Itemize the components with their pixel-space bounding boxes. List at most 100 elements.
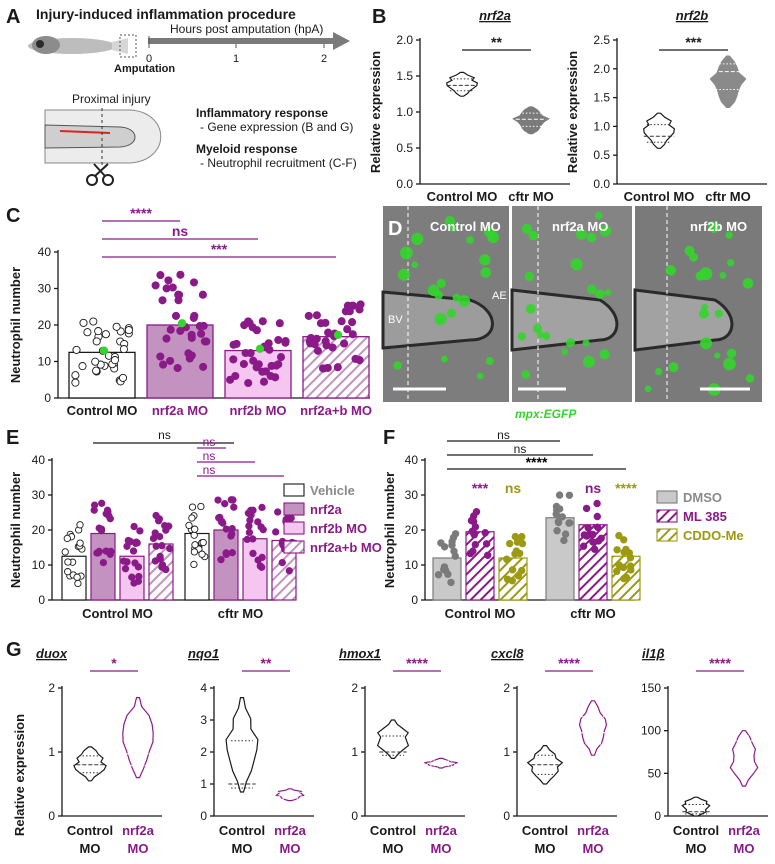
legend-label: nrf2b MO (310, 521, 367, 536)
neutrophil-spot (714, 352, 721, 359)
data-point (434, 571, 443, 579)
data-point (247, 506, 255, 515)
category-label: MO (232, 841, 253, 856)
data-point (118, 373, 128, 382)
neutrophil-spot (476, 372, 484, 380)
category-label: MO (280, 841, 301, 856)
chart-title: nrf2a (479, 8, 511, 23)
data-point (151, 557, 160, 565)
comparison-label: **** (526, 454, 548, 470)
data-point (152, 511, 160, 520)
group-label: cftr MO (570, 606, 616, 621)
y-tick-label: 10 (32, 558, 46, 572)
category-label: MO (431, 841, 452, 856)
hmox1-expression-chart: 0 1 2 hmox1 Control MO nrf2a MO **** (339, 646, 465, 856)
y-tick-label: 2.0 (593, 62, 610, 76)
violin-shape (643, 112, 675, 149)
legend-swatch (656, 509, 678, 523)
data-point (593, 512, 601, 521)
data-point (613, 546, 621, 554)
data-point (356, 300, 365, 309)
category-label: MO (535, 841, 556, 856)
ae-label: AE (492, 290, 507, 302)
category-label: cftr MO (705, 189, 751, 204)
time-tick-label-2: 2 (321, 53, 327, 65)
data-point (156, 352, 165, 361)
data-point (482, 540, 491, 548)
y-tick-label: 50 (648, 766, 662, 780)
category-label: nrf2a+b MO (300, 403, 372, 418)
y-tick-label: 0 (654, 809, 661, 823)
significance-label: ns (585, 480, 602, 496)
data-point (165, 522, 173, 530)
micrograph-label-control: Control MO (430, 219, 501, 234)
data-point (189, 278, 199, 287)
category-label: nrf2a (425, 823, 458, 838)
data-point (469, 517, 478, 526)
neutrophil-spot (708, 221, 720, 233)
data-point (513, 538, 522, 546)
data-point (451, 552, 459, 560)
data-point (73, 573, 81, 581)
panel-g: G Relative expression 0 1 2 duox Control MO nr… (6, 639, 768, 856)
comparison-label: ns (158, 428, 171, 442)
chart-title: nrf2b (676, 8, 709, 23)
representative-point (255, 344, 265, 353)
data-point (622, 545, 630, 554)
y-tick-label: 1.0 (593, 119, 610, 133)
cxcl8-expression-chart: 0 1 2 cxcl8 Control MO nrf2a MO **** (491, 646, 617, 856)
comparison-label: ns (497, 428, 510, 442)
comparison-label: **** (130, 205, 152, 221)
data-point (239, 359, 248, 369)
y-axis-label: Relative expression (565, 51, 580, 173)
data-point (285, 567, 293, 575)
data-point (64, 558, 72, 566)
data-point (582, 504, 591, 513)
neutrophil-spot (521, 223, 533, 234)
neutrophil-spot (483, 226, 495, 237)
violin-shape (376, 719, 410, 759)
representative-point (99, 346, 109, 355)
data-point (258, 317, 267, 326)
y-tick-label: 20 (32, 523, 46, 537)
data-point (556, 505, 564, 513)
y-tick-label: 10 (38, 355, 52, 369)
neutrophil-spot (480, 267, 492, 278)
neutrophil-spot (521, 370, 531, 379)
legend-swatch (656, 490, 678, 504)
neutrophil-spot (698, 308, 709, 319)
il1b-expression-chart: 0 50 100 150 il1β Control MO nrf2a MO **** (641, 646, 768, 856)
data-point (76, 539, 84, 547)
neutrophil-spot (599, 225, 612, 237)
y-tick-label: 30 (405, 488, 419, 502)
data-point (503, 575, 512, 583)
data-point (565, 519, 573, 527)
y-axis-label: Neutrophil number (8, 267, 23, 383)
significance-stars: **** (709, 655, 731, 671)
data-point (447, 578, 455, 587)
chart-title: duox (36, 646, 68, 661)
data-point (442, 566, 450, 575)
y-tick-label: 0 (38, 593, 45, 607)
data-point (555, 491, 564, 499)
neutrophil-spot (604, 289, 612, 296)
micrograph-label-nrf2b: nrf2b MO (690, 219, 747, 234)
y-tick-label: 1.5 (396, 69, 413, 83)
data-point (229, 340, 238, 349)
violin-shape (275, 788, 305, 802)
panel-c: C 0 10 20 30 40 Neutrophil number Control MO nr… (6, 205, 372, 418)
violin-shape (578, 700, 608, 756)
category-label: nrf2b MO (229, 403, 286, 418)
data-point (129, 547, 138, 555)
data-point (199, 362, 208, 371)
data-point (506, 539, 514, 548)
data-point (272, 361, 281, 370)
neutrophil-spot (684, 245, 695, 256)
data-point (245, 522, 253, 530)
neutrophil-spot (727, 259, 735, 267)
neutrophil-spot (586, 232, 597, 243)
data-point (469, 528, 477, 537)
neutrophil-spot (485, 357, 494, 365)
violin-shape (73, 746, 107, 782)
data-point (554, 518, 563, 527)
